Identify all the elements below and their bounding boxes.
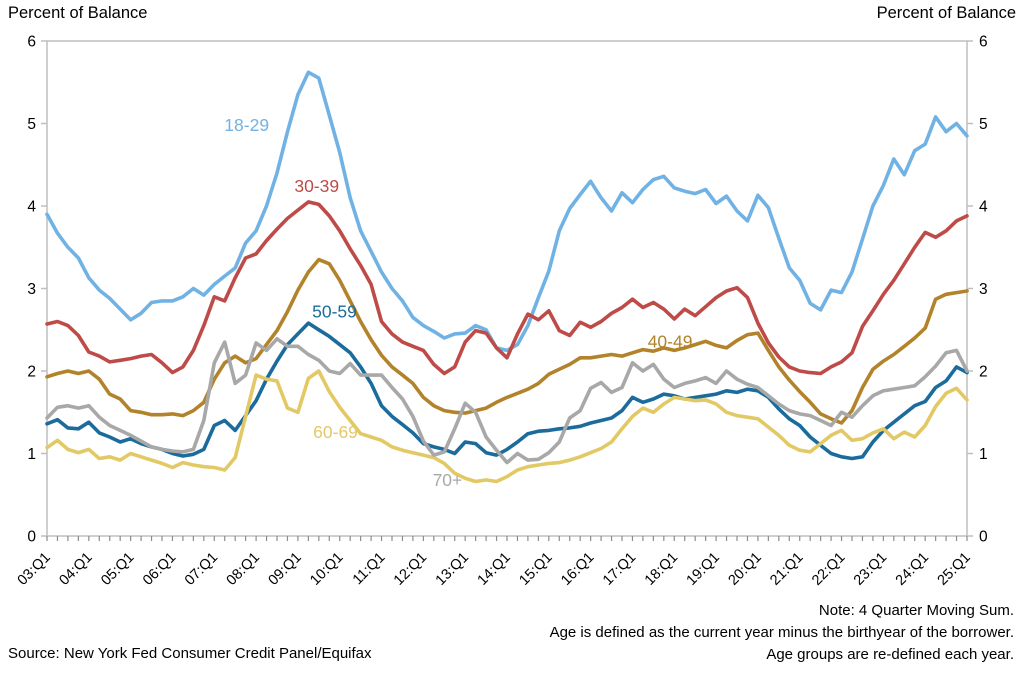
x-tick-label: 07:Q1 — [182, 550, 221, 589]
y-tick-label-right: 4 — [979, 199, 988, 216]
series-label-50-59: 50-59 — [312, 302, 357, 322]
x-tick-label: 16:Q1 — [558, 550, 597, 589]
x-tick-label: 22:Q1 — [809, 550, 848, 589]
series-line-60-69 — [45, 369, 969, 484]
series-line-30-39 — [45, 200, 969, 376]
note-line-3: Age groups are re-defined each year. — [766, 646, 1014, 663]
y-tick-label-left: 1 — [27, 446, 36, 463]
x-tick-label: 05:Q1 — [98, 550, 137, 589]
x-tick-label: 25:Q1 — [935, 550, 974, 589]
y-tick-label-left: 3 — [27, 281, 36, 298]
series-line-40-49 — [45, 257, 969, 425]
y-tick-label-left: 2 — [27, 364, 36, 381]
series-label-60-69: 60-69 — [313, 422, 358, 442]
x-tick-label: 19:Q1 — [684, 550, 723, 589]
x-tick-label: 06:Q1 — [140, 550, 179, 589]
y-tick-label-right: 1 — [979, 446, 988, 463]
x-tick-label: 20:Q1 — [725, 550, 764, 589]
x-tick-label: 10:Q1 — [307, 550, 346, 589]
x-tick-label: 11:Q1 — [350, 550, 388, 588]
right-axis-title: Percent of Balance — [876, 4, 1016, 22]
x-tick-label: 03:Q1 — [15, 550, 54, 589]
x-tick-label: 13:Q1 — [433, 550, 472, 589]
y-tick-label-right: 2 — [979, 364, 988, 381]
y-tick-label-left: 4 — [27, 199, 36, 216]
y-tick-label-right: 0 — [979, 529, 988, 546]
chart-notes: Note: 4 Quarter Moving Sum. Age is defin… — [550, 600, 1014, 666]
note-line-1: Note: 4 Quarter Moving Sum. — [818, 602, 1014, 619]
series-line-18-29 — [45, 70, 969, 353]
y-tick-label-right: 5 — [979, 116, 988, 133]
y-tick-label-left: 5 — [27, 116, 36, 133]
left-axis-title: Percent of Balance — [8, 4, 148, 22]
series-label-40-49: 40-49 — [648, 331, 693, 351]
series-label-18-29: 18-29 — [224, 115, 269, 135]
x-tick-label: 17:Q1 — [600, 550, 639, 589]
note-line-2: Age is defined as the current year minus… — [549, 624, 1014, 641]
y-tick-label-left: 0 — [27, 529, 36, 546]
series-line-50-59 — [45, 321, 969, 461]
series-line-70+ — [45, 336, 969, 465]
series-label-70+: 70+ — [433, 470, 463, 490]
y-tick-label-right: 6 — [979, 34, 988, 51]
source-note: Source: New York Fed Consumer Credit Pan… — [8, 645, 372, 662]
x-tick-label: 18:Q1 — [642, 550, 681, 589]
x-tick-label: 23:Q1 — [851, 550, 890, 589]
y-tick-label-right: 3 — [979, 281, 988, 298]
x-tick-label: 21:Q1 — [767, 550, 806, 589]
x-tick-label: 12:Q1 — [391, 550, 430, 589]
x-tick-label: 14:Q1 — [475, 550, 514, 589]
x-tick-label: 15:Q1 — [516, 550, 555, 589]
x-tick-label: 09:Q1 — [265, 550, 304, 589]
x-tick-label: 08:Q1 — [224, 550, 263, 589]
x-tick-label: 24:Q1 — [893, 550, 932, 589]
x-tick-label: 04:Q1 — [56, 550, 95, 589]
series-label-30-39: 30-39 — [294, 176, 339, 196]
y-tick-label-left: 6 — [27, 34, 36, 51]
